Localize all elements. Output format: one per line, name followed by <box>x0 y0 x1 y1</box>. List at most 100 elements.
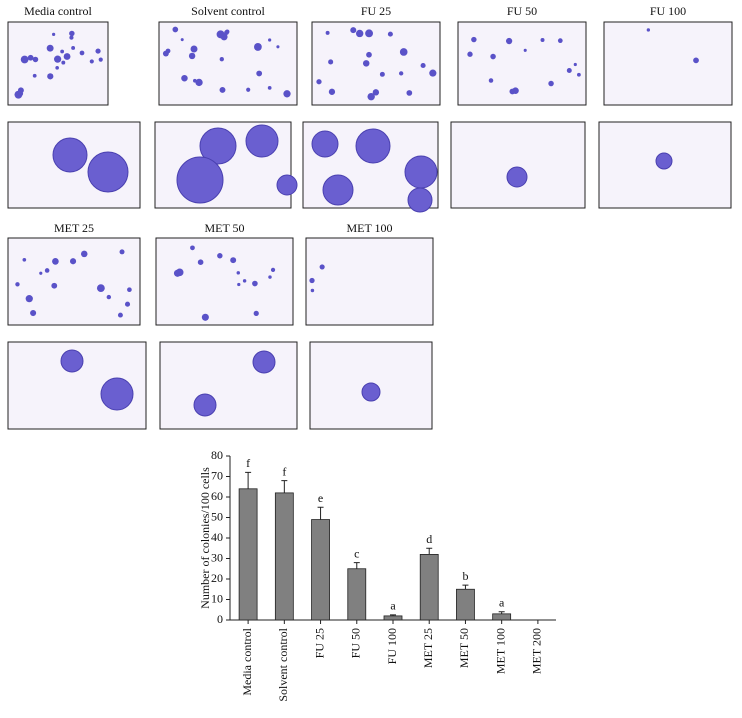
y-tick-label: 50 <box>211 509 223 523</box>
colony <box>54 55 62 63</box>
panel-label: FU 25 <box>361 4 391 18</box>
colony <box>276 174 298 196</box>
colony <box>490 53 496 60</box>
x-tick-label: FU 25 <box>312 628 326 658</box>
colony <box>190 45 198 53</box>
colony <box>399 48 408 56</box>
x-tick-label: FU 100 <box>385 628 399 664</box>
x-tick-label: FU 50 <box>349 628 363 658</box>
micrograph <box>603 21 733 106</box>
micrograph <box>305 237 434 326</box>
micrograph <box>7 237 141 326</box>
colony <box>577 72 581 77</box>
colony <box>230 257 237 264</box>
colony <box>367 92 375 101</box>
colony <box>573 62 577 67</box>
panel-label: FU 50 <box>507 4 537 18</box>
panel-label: Media control <box>24 4 92 18</box>
y-tick-label: 10 <box>211 591 223 605</box>
micrograph <box>457 21 587 106</box>
significance-label: d <box>426 532 432 546</box>
colony <box>69 35 74 40</box>
colony <box>366 51 372 58</box>
colony <box>350 27 357 34</box>
micrograph <box>159 341 298 430</box>
y-tick-label: 0 <box>217 612 223 626</box>
colony <box>201 313 209 321</box>
colony <box>379 71 385 77</box>
colony <box>98 57 103 62</box>
colony <box>63 53 71 60</box>
colony <box>127 287 132 293</box>
colony <box>193 393 217 417</box>
colony <box>506 166 528 188</box>
colony <box>365 29 374 38</box>
y-tick-label: 20 <box>211 571 223 585</box>
colony <box>47 73 54 80</box>
colony <box>27 54 34 61</box>
colony <box>190 245 195 251</box>
error-bar <box>317 506 324 520</box>
micrograph <box>155 237 294 326</box>
colony <box>199 127 237 165</box>
y-tick-label: 40 <box>211 530 223 544</box>
colony <box>52 137 88 173</box>
colony <box>311 130 339 158</box>
colony <box>540 37 545 42</box>
colony <box>355 128 391 164</box>
bar <box>419 554 439 621</box>
colony <box>46 44 54 52</box>
error-bar <box>353 562 360 569</box>
colony <box>197 259 204 266</box>
panel-label: MET 50 <box>204 221 244 235</box>
colony <box>172 26 179 33</box>
colony <box>328 59 334 65</box>
error-bar <box>281 480 288 493</box>
colony <box>372 89 380 96</box>
colony <box>69 30 75 37</box>
x-tick-label: MET 100 <box>493 628 507 674</box>
bar <box>347 568 367 621</box>
colony <box>39 271 43 275</box>
micrograph <box>158 21 298 106</box>
colony <box>236 271 240 275</box>
colony <box>30 309 37 317</box>
colony <box>71 46 76 50</box>
colony <box>96 284 105 293</box>
colony <box>387 31 393 37</box>
colony <box>509 88 516 95</box>
bar <box>311 519 330 621</box>
colony <box>220 33 228 41</box>
x-tick-label: Solvent control <box>276 627 290 701</box>
colony <box>89 59 94 64</box>
colony <box>268 275 272 279</box>
colony <box>224 30 229 35</box>
y-tick-label: 80 <box>211 448 223 462</box>
y-axis-label: Number of colonies/100 cells <box>198 467 212 609</box>
colony <box>124 301 131 307</box>
colony <box>355 29 364 38</box>
colony <box>237 282 241 287</box>
error-bar <box>390 614 396 616</box>
colony <box>180 38 184 42</box>
colony <box>267 86 272 90</box>
colony <box>325 30 330 35</box>
colony <box>176 156 224 204</box>
colony <box>32 73 37 78</box>
colony <box>253 310 259 316</box>
colony <box>20 55 29 64</box>
y-tick-label: 60 <box>211 489 223 503</box>
colony <box>245 124 279 158</box>
error-bar <box>426 547 433 555</box>
colony <box>420 62 426 69</box>
colony <box>398 71 404 76</box>
colony <box>310 288 315 293</box>
colony <box>175 268 184 277</box>
colony <box>18 91 24 96</box>
colony <box>270 267 276 272</box>
y-tick-label: 70 <box>211 468 223 482</box>
colony <box>69 258 77 265</box>
colony <box>100 377 134 411</box>
micrograph <box>450 121 586 209</box>
